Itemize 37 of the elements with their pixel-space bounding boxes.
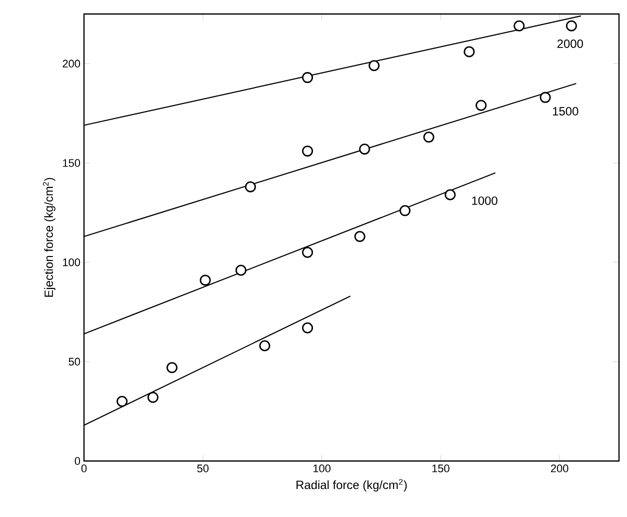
point: [302, 322, 314, 334]
series-label: 1500: [553, 107, 578, 116]
y-tick-label: 150: [63, 159, 80, 167]
series-label: 1000: [472, 196, 498, 205]
point: [235, 264, 246, 276]
point: [259, 340, 270, 352]
y-tick-label: 0: [74, 457, 80, 465]
point: [514, 20, 525, 32]
x-tick-label: 50: [197, 464, 209, 472]
point: [400, 205, 411, 216]
y-tick-label: 100: [63, 258, 80, 266]
x-tick-label: 0: [81, 464, 87, 472]
x-tick-label: 150: [432, 464, 450, 472]
x-axis-title: Radial force (kg/cm$^{2}$): [296, 479, 407, 492]
point: [444, 189, 456, 200]
point: [244, 181, 256, 192]
point: [166, 362, 178, 374]
point: [147, 392, 158, 403]
point: [359, 144, 370, 155]
y-axis-title: Ejection force (kg/cm$^{2}$): [42, 178, 56, 297]
point: [476, 100, 487, 111]
y-tick-label: 50: [68, 358, 80, 366]
point: [464, 46, 475, 58]
point: [302, 72, 314, 84]
point: [566, 20, 577, 32]
point: [200, 274, 211, 286]
point: [423, 132, 434, 143]
point: [368, 60, 380, 72]
point: [540, 92, 551, 103]
x-tick-label: 100: [313, 464, 330, 472]
series-label: 2000: [557, 39, 583, 48]
point: [354, 230, 366, 242]
y-tick-label: 200: [62, 60, 80, 68]
point: [116, 396, 128, 407]
x-tick-label: 200: [550, 464, 568, 472]
point: [302, 246, 314, 258]
point: [302, 146, 314, 157]
